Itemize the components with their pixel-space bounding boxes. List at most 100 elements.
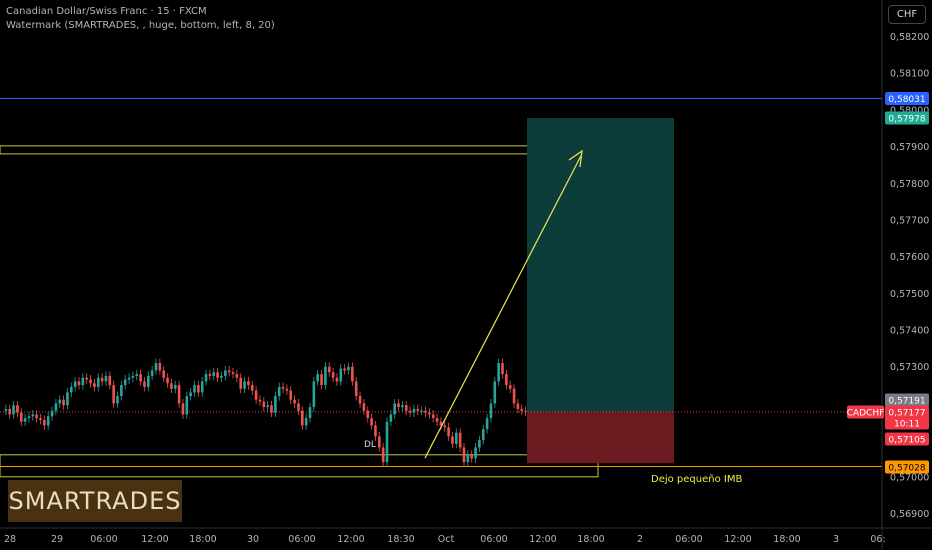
x-tick-label: 30 [247,534,259,545]
trend-arrow[interactable] [424,155,582,459]
candle-body [235,374,239,378]
price-tag [847,405,884,419]
candle-body [351,366,354,382]
candle-body [170,383,173,389]
x-tick-label: 12:00 [337,534,364,545]
candle-body [112,385,115,404]
candle-body [277,386,281,397]
price-tag-label: 0,57177 [888,409,925,419]
candle-body [123,379,127,386]
position-target-zone[interactable] [527,117,674,412]
x-tick-label: 12:00 [141,534,168,545]
imb-note: Dejo pequeño IMB [651,474,743,485]
upper-zone [0,145,599,155]
candle-body [408,410,412,413]
candle-body [66,392,69,406]
candle-body [73,381,77,387]
y-tick-label: 0,57800 [890,179,929,190]
candle-body [289,390,293,400]
candle-body [508,385,512,389]
candle-body [524,410,527,412]
candle-body [173,385,177,389]
candle-body [281,386,285,389]
candle-body [370,418,373,426]
candle-body [428,412,431,415]
candle-body [197,385,200,393]
candle-body [262,401,266,408]
candle-body [70,386,73,393]
y-tick-label: 0,57600 [890,252,929,263]
candle-body [474,447,477,459]
candle-body [8,408,11,415]
candle-body [19,412,23,422]
candle-body [381,447,385,463]
y-tick-label: 0,58200 [890,32,929,43]
x-tick-label: 06:00 [288,534,315,545]
candle-body [85,377,88,380]
candle-body [158,363,162,371]
price-tag-label: CADCHF [847,409,885,419]
candle-body [200,381,204,393]
price-tag [885,111,929,125]
position-stop-zone[interactable] [527,411,674,464]
candle-body [23,418,27,422]
candle-body [297,403,300,411]
candle-body [301,410,304,426]
candle-body [58,399,62,404]
price-tag [885,405,929,419]
x-tick-label: 18:00 [773,534,800,545]
candle-body [401,405,404,408]
candle-body [443,425,447,428]
candle-body [285,388,289,391]
symbol-title[interactable]: Canadian Dollar/Swiss Franc · 15 · FXCM [6,6,207,17]
candle-body [435,418,439,422]
x-tick-label: 18:30 [387,534,414,545]
candle-body [397,403,400,408]
candle-body [347,366,350,371]
candle-body [104,375,108,382]
candle-body [308,407,312,419]
candle-body [316,374,319,382]
candle-body [420,410,423,412]
candle-body [108,375,112,386]
candlestick-series [4,358,527,467]
currency-button[interactable]: CHF [888,5,926,24]
candle-body [374,425,377,437]
candle-body [274,396,277,413]
candle-body [93,383,96,387]
candle-body [497,363,500,382]
price-tag [885,432,929,446]
candle-body [96,377,100,387]
candle-body [16,405,19,413]
price-tag-label: 0,58031 [888,95,925,105]
candle-body [162,370,165,378]
y-tick-label: 0,58100 [890,69,929,80]
candle-body [366,410,370,419]
candle-body [131,375,135,378]
candle-body [147,375,150,387]
candle-body [431,414,435,419]
price-tag [885,92,929,106]
candle-body [185,396,189,415]
candle-body [31,414,35,417]
candle-body [458,432,462,448]
y-tick-label: 0,58000 [890,105,929,116]
candle-body [505,374,508,386]
candle-body [227,370,231,373]
candle-body [447,427,450,437]
candle-body [312,381,316,408]
indicator-title[interactable]: Watermark (SMARTRADES, , huge, bottom, l… [6,20,275,31]
candle-body [331,372,335,378]
candle-body [455,432,458,444]
chart-legend: Canadian Dollar/Swiss Franc · 15 · FXCM … [6,5,275,33]
x-tick-label: 06: [870,534,885,545]
candle-body [339,368,343,382]
candle-body [462,447,466,463]
y-tick-label: 0,57500 [890,289,929,300]
candle-body [46,416,50,426]
candle-body [193,385,196,393]
candle-body [81,377,85,386]
price-tag [885,393,929,407]
candle-body [239,377,242,389]
